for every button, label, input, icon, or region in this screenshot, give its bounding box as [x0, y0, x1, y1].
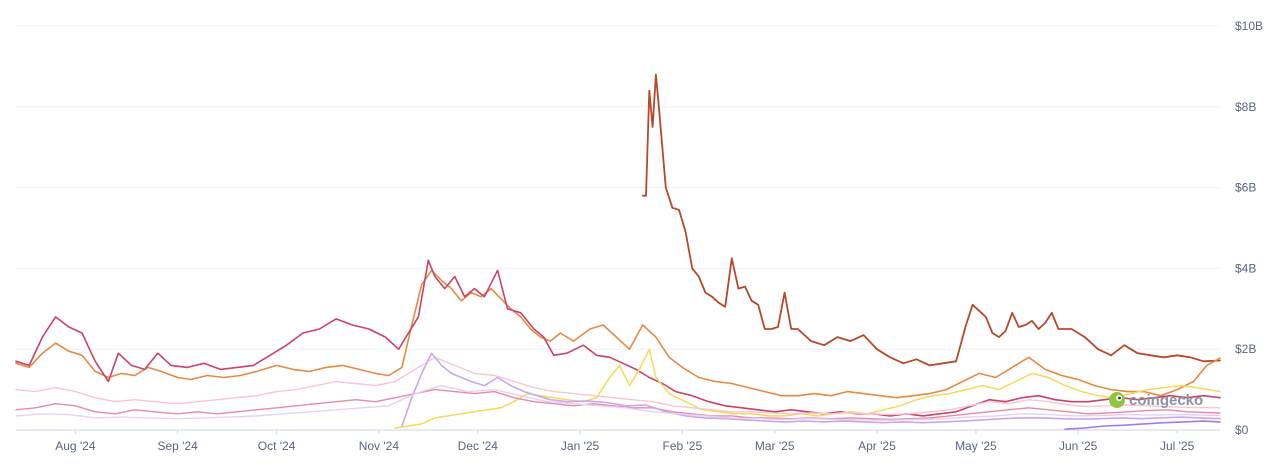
series-line-4: [394, 348, 1221, 429]
coingecko-watermark: coingecko: [1109, 392, 1203, 409]
series-line-9: [1064, 420, 1221, 430]
grid-lines: [16, 25, 1220, 431]
series-line-6: [15, 356, 1221, 416]
series-line-2: [15, 269, 1221, 399]
series-line-8: [15, 384, 1221, 421]
watermark-label: coingecko: [1129, 392, 1203, 409]
x-tick-label: Nov '24: [359, 439, 400, 453]
x-tick-label: Jun '25: [1059, 439, 1098, 453]
series-line-5: [15, 388, 1221, 421]
x-tick-label: Jan '25: [561, 439, 600, 453]
axes: $0 $2B $4B $6B $8B $10B Aug '24 Sep '24 Oct '24 N…: [55, 19, 1263, 453]
y-tick-label: $8B: [1235, 100, 1256, 114]
x-tick-label: Mar '25: [755, 439, 795, 453]
x-tick-label: Aug '24: [55, 439, 96, 453]
x-tick-label: Jul '25: [1160, 439, 1195, 453]
y-tick-label: $0: [1235, 423, 1249, 437]
y-tick-label: $2B: [1235, 342, 1256, 356]
x-tick-label: Feb '25: [662, 439, 702, 453]
series-line-7: [401, 352, 1221, 427]
x-tick-label: Apr '25: [858, 439, 896, 453]
series-lines: [15, 73, 1221, 430]
x-tick-label: Oct '24: [258, 439, 296, 453]
y-tick-label: $4B: [1235, 261, 1256, 275]
x-tick-label: May '25: [955, 439, 997, 453]
series-line-3: [15, 259, 1221, 417]
x-tick-label: Sep '24: [157, 439, 198, 453]
gecko-icon: [1109, 392, 1125, 408]
y-tick-label: $6B: [1235, 181, 1256, 195]
series-line-1: [641, 73, 1221, 367]
y-tick-label: $10B: [1235, 19, 1263, 33]
x-tick-label: Dec '24: [458, 439, 499, 453]
